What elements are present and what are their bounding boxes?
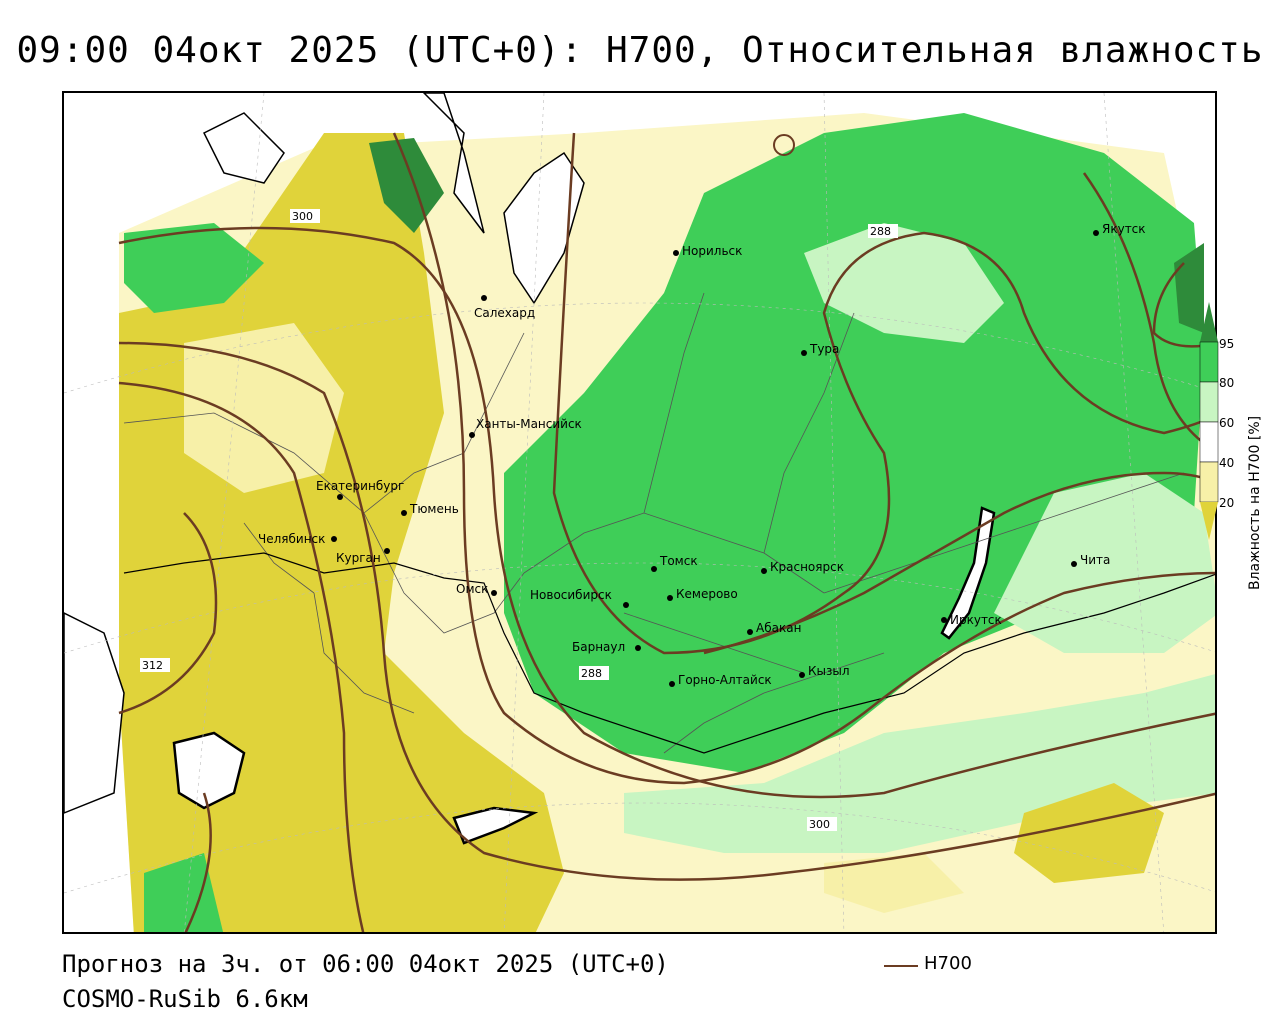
map-area[interactable]: 300 288 312 288 300 Якутск Норильск Сале… [62, 91, 1217, 934]
city-label[interactable]: Тура [809, 342, 839, 356]
colorbar-band-60 [1199, 381, 1219, 423]
city-markers: Якутск Норильск Салехард Тура Ханты-Манс… [258, 222, 1146, 687]
contour-line [118, 381, 365, 932]
contour-label: 300 [292, 210, 313, 223]
city-dot [401, 510, 407, 516]
city-label[interactable]: Салехард [474, 306, 535, 320]
city-label[interactable]: Ханты-Мансийск [476, 417, 582, 431]
city-label[interactable]: Кемерово [676, 587, 738, 601]
city-dot [801, 350, 807, 356]
contour-line [184, 792, 212, 932]
city-label[interactable]: Омск [456, 582, 488, 596]
city-dot [799, 672, 805, 678]
map-title: 09:00 04окт 2025 (UTC+0): H700, Относите… [16, 30, 1264, 71]
city-dot [941, 617, 947, 623]
city-dot [481, 295, 487, 301]
city-label[interactable]: Чита [1080, 553, 1110, 567]
colorbar-cap-bottom [1200, 502, 1218, 540]
contour-label: 288 [581, 667, 602, 680]
coastline-ob-gulf [503, 151, 585, 305]
city-dot [673, 250, 679, 256]
map-canvas: 300 288 312 288 300 Якутск Норильск Сале… [64, 93, 1215, 932]
city-dot [331, 536, 337, 542]
colorbar-tick: 60 [1219, 416, 1235, 430]
contour-line [552, 132, 1215, 655]
colorbar-cap-top [1200, 302, 1218, 342]
city-dot [635, 645, 641, 651]
dry-zone-west [119, 133, 564, 932]
contour-line [118, 512, 218, 715]
city-label[interactable]: Челябинск [258, 532, 325, 546]
contour-line [1152, 262, 1215, 348]
state-border [123, 552, 1215, 754]
contour-label: 300 [809, 818, 830, 831]
city-dot [1093, 230, 1099, 236]
colorbar-tick: 40 [1219, 456, 1235, 470]
city-label[interactable]: Томск [659, 554, 698, 568]
legend-h700-line [884, 965, 918, 967]
city-label[interactable]: Норильск [682, 244, 742, 258]
forecast-info: Прогноз на 3ч. от 06:00 04окт 2025 (UTC+… [62, 950, 669, 978]
contour-label: 312 [142, 659, 163, 672]
coastline-kola [202, 112, 285, 184]
coastline-novaya-zemlya [422, 93, 485, 234]
very-moist-yamal [369, 138, 444, 233]
contour-line [1082, 172, 1215, 453]
colorbar-title: Влажность на H700 [%] [1247, 415, 1263, 590]
city-dot [667, 595, 673, 601]
moist-zone-sw [144, 853, 224, 932]
city-label[interactable]: Горно-Алтайск [678, 673, 772, 687]
model-info: COSMO-RuSib 6.6км [62, 985, 308, 1013]
colorbar-tick: 20 [1219, 496, 1235, 510]
caspian-sea [64, 612, 125, 814]
city-label[interactable]: Новосибирск [530, 588, 612, 602]
city-label[interactable]: Якутск [1102, 222, 1146, 236]
h700-contours [118, 132, 1215, 932]
city-dot [491, 590, 497, 596]
lake-balkhash [452, 806, 539, 845]
contour-line [392, 132, 1215, 785]
city-dot [747, 629, 753, 635]
contour-line [118, 341, 1215, 881]
city-label[interactable]: Тюмень [409, 502, 459, 516]
contour-line [118, 226, 1215, 799]
colorbar-tick: 95 [1219, 337, 1235, 351]
colorbar [1199, 302, 1219, 540]
city-label[interactable]: Красноярск [770, 560, 844, 574]
dry-patch-se [1014, 783, 1164, 883]
city-label[interactable]: Иркутск [950, 613, 1002, 627]
colorbar-tick: 80 [1219, 376, 1235, 390]
city-dot [623, 602, 629, 608]
moderate-patch-se [824, 853, 964, 913]
city-label[interactable]: Курган [336, 551, 381, 565]
moist-zone-nw [124, 223, 264, 313]
city-dot [651, 566, 657, 572]
aral-sea [172, 731, 246, 810]
city-dot [384, 548, 390, 554]
legend-h700-label: H700 [924, 953, 972, 974]
city-dot [1071, 561, 1077, 567]
city-label[interactable]: Абакан [756, 621, 801, 635]
moderate-zone-urals [184, 323, 344, 493]
colorbar-band-40 [1199, 421, 1219, 463]
city-dot [337, 494, 343, 500]
contour-labels: 300 288 312 288 300 [140, 209, 898, 831]
contour-label: 288 [870, 225, 891, 238]
colorbar-band-80 [1199, 341, 1219, 383]
city-label[interactable]: Екатеринбург [316, 479, 404, 493]
contour-line [703, 471, 1215, 655]
contour-closed-low [773, 134, 795, 156]
city-label[interactable]: Барнаул [572, 640, 625, 654]
graticule [64, 93, 1215, 932]
city-dot [669, 681, 675, 687]
city-dot [761, 568, 767, 574]
colorbar-band-20 [1199, 461, 1219, 503]
city-label[interactable]: Кызыл [808, 664, 850, 678]
city-dot [469, 432, 475, 438]
